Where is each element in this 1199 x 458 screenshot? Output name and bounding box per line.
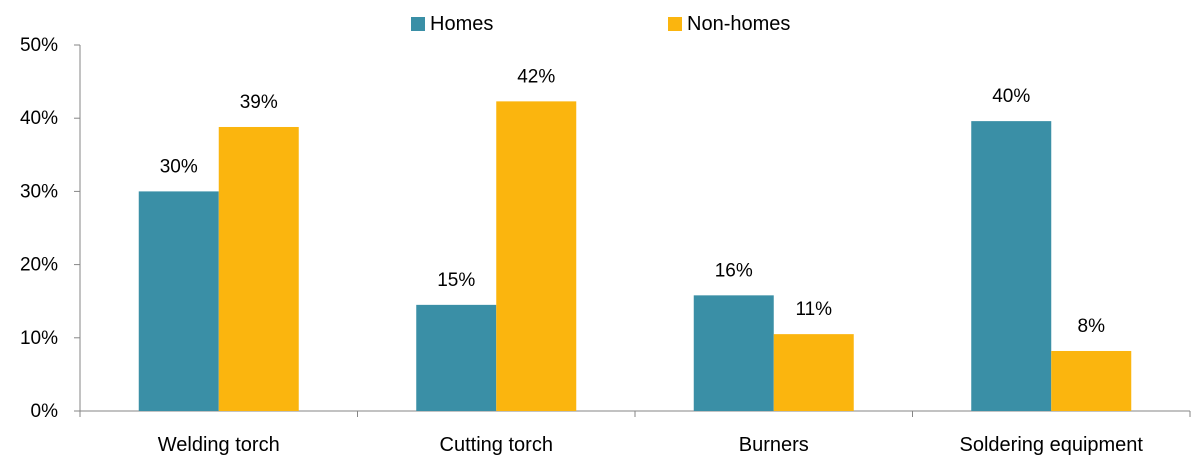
data-label: 16% bbox=[715, 260, 753, 281]
x-axis: Welding torch Cutting torch Burners Solderi… bbox=[79, 410, 1191, 456]
y-tick-label: 40% bbox=[20, 108, 58, 129]
bar-homes bbox=[138, 191, 219, 411]
data-label: 40% bbox=[992, 86, 1030, 107]
legend-item: Non-homes bbox=[668, 13, 790, 35]
data-label: 30% bbox=[160, 156, 198, 177]
bar-homes bbox=[693, 295, 774, 411]
x-category-label: Burners bbox=[739, 434, 809, 456]
legend-item: Homes bbox=[411, 13, 493, 35]
x-category-label: Welding torch bbox=[158, 434, 280, 456]
bars bbox=[138, 101, 1132, 412]
y-tick-label: 0% bbox=[31, 401, 59, 422]
bar-homes bbox=[416, 304, 497, 411]
legend-label: Non-homes bbox=[687, 13, 790, 35]
legend-swatch bbox=[668, 17, 682, 31]
data-label: 42% bbox=[517, 66, 555, 87]
data-label: 8% bbox=[1078, 316, 1106, 337]
data-labels: 30% 39% 15% 42% 16% 11% 40% 8% bbox=[160, 66, 1105, 337]
y-axis: 0% 10% 20% 30% 40% 50% bbox=[20, 35, 81, 422]
legend-swatch bbox=[411, 17, 425, 31]
data-label: 39% bbox=[240, 92, 278, 113]
legend: Homes Non-homes bbox=[411, 13, 790, 35]
bar-non-homes bbox=[218, 126, 299, 411]
bar-non-homes bbox=[1051, 350, 1132, 411]
x-category-label: Soldering equipment bbox=[960, 434, 1144, 456]
y-tick-label: 50% bbox=[20, 35, 58, 56]
y-tick-label: 10% bbox=[20, 328, 58, 349]
y-tick-label: 20% bbox=[20, 255, 58, 276]
x-category-label: Cutting torch bbox=[440, 434, 553, 456]
bar-non-homes bbox=[773, 334, 854, 411]
bar-non-homes bbox=[496, 101, 577, 411]
bar-homes bbox=[971, 121, 1052, 412]
legend-label: Homes bbox=[430, 13, 493, 35]
data-label: 11% bbox=[795, 299, 832, 320]
y-tick-label: 30% bbox=[20, 181, 58, 202]
data-label: 15% bbox=[437, 270, 475, 291]
